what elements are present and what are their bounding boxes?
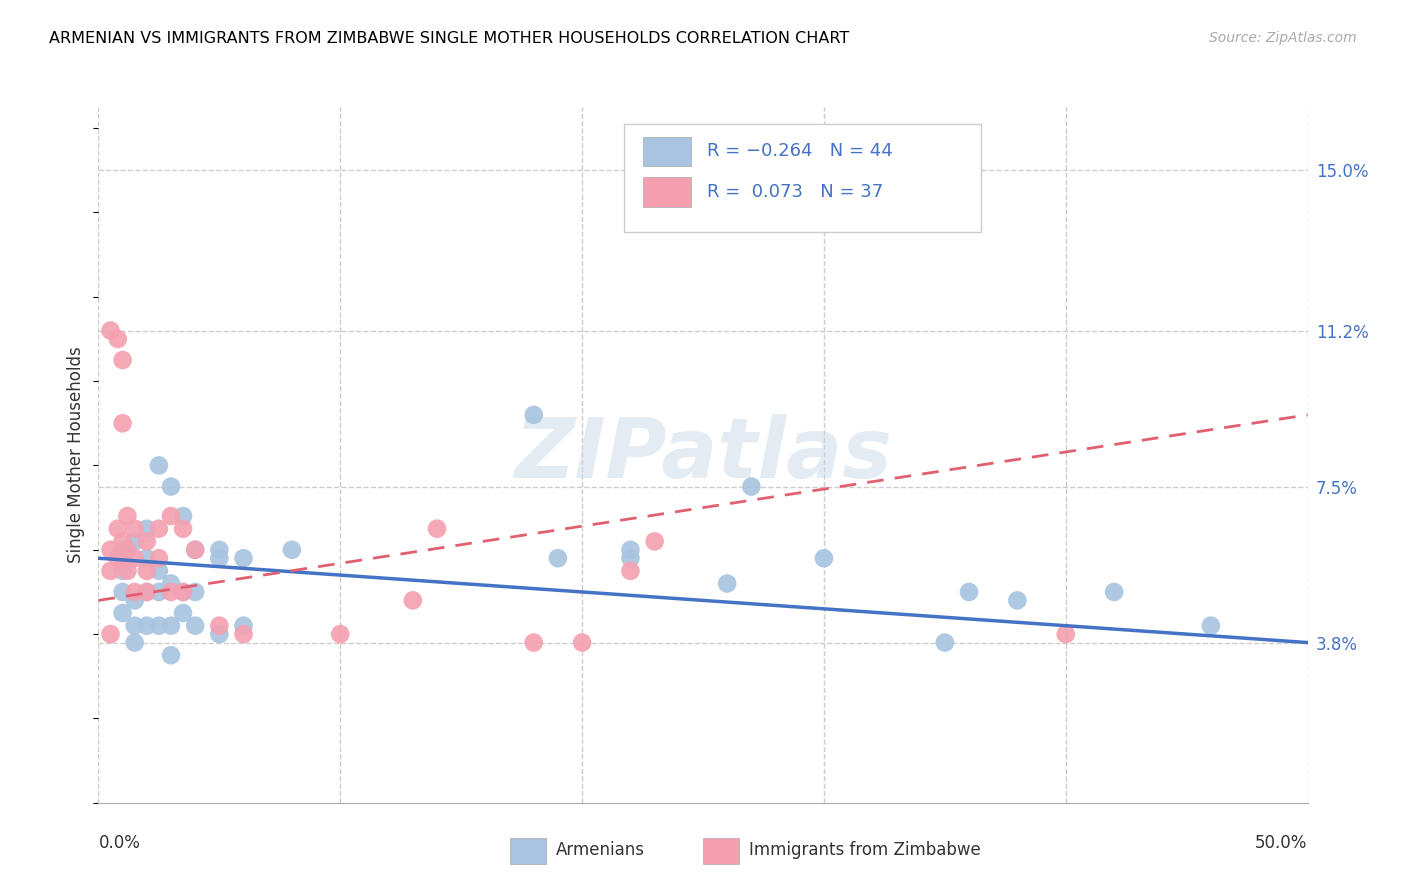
Point [1199,618,1222,632]
Point [124,585,146,599]
Point [148,564,170,578]
Point [934,635,956,649]
Point [172,522,194,536]
Point [124,635,146,649]
Point [117,542,139,557]
Point [160,479,183,493]
Point [184,618,207,632]
Point [160,576,183,591]
Point [124,593,146,607]
Point [148,618,170,632]
Point [184,542,207,557]
Point [111,606,134,620]
Point [1054,627,1077,641]
Point [148,522,170,536]
Point [135,522,157,536]
Point [117,564,139,578]
Point [232,627,254,641]
Point [135,618,157,632]
Point [208,551,231,566]
Text: ZIPatlas: ZIPatlas [515,415,891,495]
Point [619,564,641,578]
Point [813,551,835,566]
Point [172,585,194,599]
Point [619,542,641,557]
Point [208,627,231,641]
FancyBboxPatch shape [624,124,981,232]
Bar [509,838,546,864]
Point [124,551,146,566]
Point [148,551,170,566]
Text: 0.0%: 0.0% [98,834,141,852]
Point [111,417,134,431]
Point [111,551,134,566]
Text: R = −0.264   N = 44: R = −0.264 N = 44 [707,142,893,160]
Point [100,627,122,641]
Point [172,585,194,599]
Point [1007,593,1029,607]
Point [523,635,546,649]
Point [184,585,207,599]
Point [124,534,146,549]
Point [1102,585,1125,599]
Text: Armenians: Armenians [555,841,644,859]
Point [111,353,134,368]
Text: Source: ZipAtlas.com: Source: ZipAtlas.com [1209,31,1357,45]
Point [100,542,122,557]
Point [547,551,569,566]
Bar [643,137,690,166]
Point [523,408,546,422]
Point [111,534,134,549]
Text: R =  0.073   N = 37: R = 0.073 N = 37 [707,183,883,201]
Point [184,542,207,557]
Point [426,522,449,536]
Point [135,585,157,599]
Point [281,542,304,557]
Point [107,522,129,536]
Text: ARMENIAN VS IMMIGRANTS FROM ZIMBABWE SINGLE MOTHER HOUSEHOLDS CORRELATION CHART: ARMENIAN VS IMMIGRANTS FROM ZIMBABWE SIN… [49,31,849,46]
Point [232,551,254,566]
Point [135,551,157,566]
Point [111,585,134,599]
Point [111,564,134,578]
Bar [643,178,690,207]
Point [172,606,194,620]
Point [100,564,122,578]
Point [160,648,183,663]
Point [124,522,146,536]
Point [107,551,129,566]
Point [172,509,194,524]
Point [402,593,425,607]
Point [716,576,738,591]
Point [111,542,134,557]
Point [232,618,254,632]
Point [208,618,231,632]
Point [740,479,762,493]
Point [208,542,231,557]
Point [124,618,146,632]
Point [117,509,139,524]
Point [148,585,170,599]
Point [148,458,170,473]
Point [160,585,183,599]
Point [107,332,129,346]
Text: Immigrants from Zimbabwe: Immigrants from Zimbabwe [749,841,981,859]
Point [329,627,352,641]
Bar [703,838,740,864]
Point [160,509,183,524]
Y-axis label: Single Mother Households: Single Mother Households [67,347,86,563]
Point [160,618,183,632]
Text: 50.0%: 50.0% [1256,834,1308,852]
Point [619,551,641,566]
Point [957,585,980,599]
Point [135,585,157,599]
Point [571,635,593,649]
Point [100,324,122,338]
Point [135,534,157,549]
Point [135,564,157,578]
Point [644,534,666,549]
